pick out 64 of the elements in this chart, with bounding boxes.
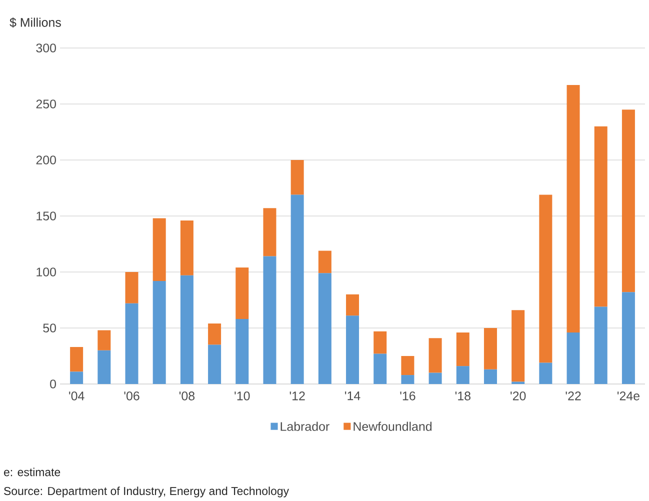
bar xyxy=(594,126,608,307)
bar xyxy=(152,281,166,384)
bar xyxy=(70,372,84,384)
bar xyxy=(180,220,194,276)
bar xyxy=(152,218,166,282)
x-tick-label: '04 xyxy=(69,392,84,401)
bar xyxy=(236,319,249,384)
bar xyxy=(236,268,249,320)
y-tick-label: 0 xyxy=(50,380,56,389)
x-tick-label: '12 xyxy=(290,392,305,400)
bar xyxy=(290,194,304,384)
x-tick-label: '24e xyxy=(618,392,640,401)
bar xyxy=(208,324,222,345)
source-note: Source: Department of Industry, Energy and Technology xyxy=(4,486,289,498)
bar xyxy=(539,362,552,384)
bar xyxy=(539,194,552,363)
bar xyxy=(594,306,608,384)
x-tick-label: '18 xyxy=(455,392,470,401)
x-tick-label: '08 xyxy=(179,392,195,401)
bar xyxy=(456,332,470,366)
bar xyxy=(263,208,276,256)
bar xyxy=(428,372,442,384)
y-tick-label: 200 xyxy=(36,156,56,165)
bar xyxy=(125,304,138,384)
bar xyxy=(428,338,442,373)
x-tick-label: '14 xyxy=(345,392,360,400)
bar xyxy=(512,310,525,382)
bar xyxy=(566,85,580,333)
bar xyxy=(263,256,276,384)
bar xyxy=(622,292,635,384)
x-tick-label: '10 xyxy=(234,392,250,401)
bar xyxy=(98,350,111,384)
bar xyxy=(484,370,497,384)
bar xyxy=(290,160,304,195)
bar xyxy=(401,375,414,384)
bar xyxy=(566,332,580,384)
bar xyxy=(98,330,111,351)
bar xyxy=(70,347,84,372)
x-tick-label: '22 xyxy=(566,392,581,400)
bar xyxy=(456,366,470,384)
bar xyxy=(622,110,635,292)
y-tick-label: 300 xyxy=(36,44,56,53)
bar xyxy=(374,332,387,354)
y-tick-label: 150 xyxy=(36,212,56,221)
y-tick-label: 250 xyxy=(36,100,56,109)
legend-label: Labrador xyxy=(280,422,330,432)
bar xyxy=(346,294,360,316)
bar xyxy=(484,328,497,370)
legend-label: Newfoundland xyxy=(354,422,432,432)
x-tick-label: '20 xyxy=(510,392,526,401)
bar xyxy=(125,272,138,304)
bar xyxy=(401,356,414,376)
bar xyxy=(208,344,222,384)
bar xyxy=(374,354,387,384)
bar xyxy=(180,276,194,384)
y-axis-title: $ Millions xyxy=(10,18,61,28)
bar xyxy=(346,316,360,384)
bar xyxy=(318,273,332,384)
x-tick-label: '06 xyxy=(124,392,140,401)
bar xyxy=(318,250,332,274)
text: e: estimate xyxy=(4,468,60,476)
y-tick-label: 50 xyxy=(43,324,56,333)
y-tick-label: 100 xyxy=(36,268,56,277)
x-tick-label: '16 xyxy=(400,392,416,401)
